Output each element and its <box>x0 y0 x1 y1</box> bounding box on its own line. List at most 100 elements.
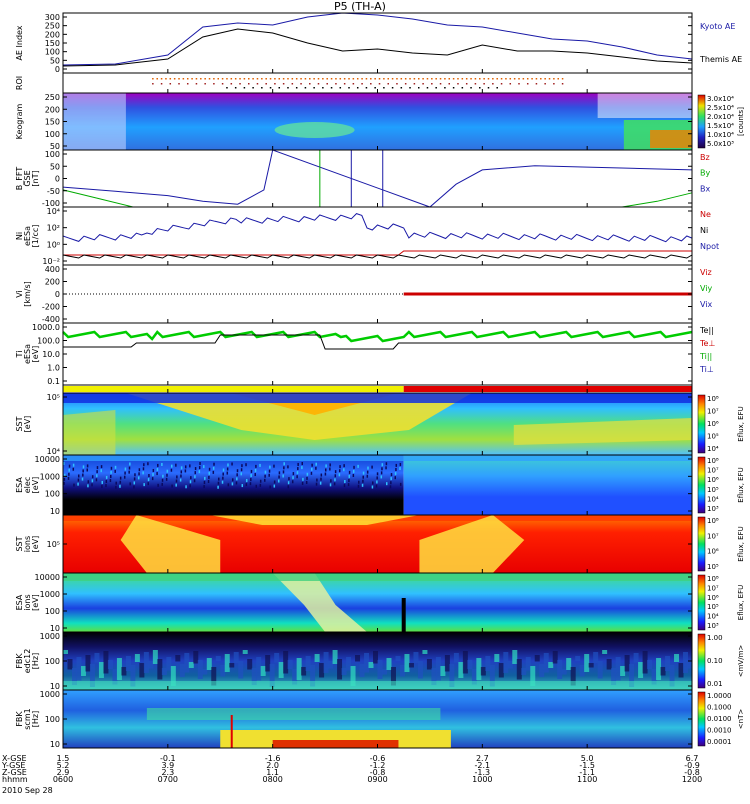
esa-electron-speckle <box>68 468 70 472</box>
ae-ytick-label: 300 <box>45 13 60 22</box>
esa-electron-speckle <box>296 471 299 475</box>
esa-electron-speckle <box>138 468 141 472</box>
roi-marker <box>269 78 272 80</box>
sst_i-ytick-label: 10⁵ <box>47 540 60 549</box>
velocity-ylabel: [km/s] <box>23 281 32 307</box>
density-ylabel: eESa <box>23 226 32 246</box>
esa-electron-speckle <box>334 474 337 478</box>
fbk_b-ylabel: FBK <box>15 711 24 727</box>
fbk-e-column <box>238 661 244 679</box>
roi-marker <box>234 87 237 89</box>
roi-marker <box>352 78 355 80</box>
footer-z-gse: -0.8 <box>370 768 386 777</box>
roi-marker <box>239 78 241 80</box>
temp-ylabel: eESa <box>23 344 32 364</box>
fbk_e-ytick-label: 10 <box>50 682 60 691</box>
esa-electron-speckle <box>241 484 244 488</box>
roi-marker <box>195 83 198 85</box>
sst_i-ylabel: SST <box>15 536 24 551</box>
roi-marker <box>160 83 163 85</box>
footer-x-gse: -1.6 <box>265 754 281 763</box>
esa-electron-speckle <box>137 476 140 480</box>
keogram-colorbar-label: 1.5x10⁴ <box>707 122 734 130</box>
esa-electron-speckle <box>255 484 258 488</box>
fbk-e-column <box>206 658 212 670</box>
fbk-e-column <box>377 660 383 679</box>
footer-time: 0800 <box>262 775 282 784</box>
esa-electron-speckle <box>151 477 154 481</box>
sst_e-ytick-label: 10⁴ <box>47 447 60 456</box>
fbk-e-column <box>390 667 396 686</box>
fbk_e-ylabel: FBK <box>15 653 24 669</box>
footer-z-gse: 1.1 <box>266 768 279 777</box>
footer-x-gse: 6.7 <box>686 754 699 763</box>
footer-y-gse: 3.9 <box>161 761 174 770</box>
esa-electron-speckle <box>339 465 341 469</box>
esa-electron-speckle <box>343 464 345 468</box>
fbk-e-column <box>220 665 226 677</box>
fbk-e-column <box>355 655 361 662</box>
esa-electron-speckle <box>184 465 187 469</box>
esa-electron-speckle <box>371 465 373 469</box>
roi-marker <box>461 87 464 89</box>
esa-ion-gap <box>401 598 406 632</box>
esa-electron-speckle <box>105 480 108 483</box>
esa-electron-speckle <box>381 463 384 467</box>
bfgm-ytick-label: 50 <box>50 162 60 171</box>
footer-x-gse: 5.0 <box>581 754 594 763</box>
ae-ytick-label: 50 <box>50 56 60 65</box>
roi-marker <box>444 78 446 80</box>
esa-electron-speckle <box>390 473 393 477</box>
esa-electron-speckle <box>348 474 351 478</box>
footer-y-gse: -1.2 <box>370 761 386 770</box>
roi-marker <box>400 78 403 80</box>
esa-electron-speckle <box>375 484 378 488</box>
roi-marker <box>426 78 429 80</box>
fbk-e-column <box>678 663 684 678</box>
esa-electron-speckle <box>277 479 280 483</box>
roi-marker <box>265 78 267 80</box>
fbk-e-column <box>107 660 113 669</box>
panel-backgrounds <box>63 93 693 748</box>
roi-marker <box>435 78 437 80</box>
fbk_b-colorbar-label: 1.0000 <box>707 692 732 700</box>
bfgm-legend-entry: By <box>700 169 710 178</box>
esa-electron-speckle <box>114 469 116 473</box>
keogram-ylabel: Keogram <box>15 103 24 139</box>
roi-marker <box>396 83 398 85</box>
fbk-e-column <box>521 668 527 675</box>
roi-marker <box>217 78 219 80</box>
density-ylabel: [1/cc] <box>31 225 40 248</box>
roi-marker <box>422 83 424 85</box>
esa-electron-speckle <box>175 479 178 483</box>
fbk-e-column <box>530 666 536 686</box>
fbk_b-colorbar-label: 0.0010 <box>707 727 732 735</box>
esa-electron-speckle <box>352 469 355 473</box>
roi-marker <box>553 78 555 80</box>
esa-electron-speckle <box>320 473 323 477</box>
bfgm-ytick-label: 0 <box>55 175 60 184</box>
esa-electron-speckle <box>176 475 178 479</box>
esa-electron-speckle <box>96 470 98 474</box>
fbk-e-column <box>620 666 626 676</box>
keogram-ytick-label: 50 <box>50 142 60 151</box>
esa-electron-speckle <box>291 480 294 484</box>
fbk-e-column <box>63 650 68 654</box>
esa-electron-speckle <box>100 465 103 469</box>
sst_i-colorbar-label: 10⁷ <box>707 532 719 540</box>
esa-electron-speckle <box>268 473 270 477</box>
fbk-e-column <box>319 663 325 678</box>
esa-electron-speckle <box>297 462 299 466</box>
esa_i-colorbar-label: 10⁶ <box>707 594 719 602</box>
esa-electron-speckle <box>179 478 182 482</box>
esa-electron-speckle <box>226 467 229 471</box>
esa-electron-speckle <box>361 483 364 487</box>
esa-electron-speckle <box>231 478 234 482</box>
sst_e-ylabel: [eV] <box>23 416 32 433</box>
roi-marker <box>208 78 211 80</box>
esa-electron-speckle <box>87 480 90 484</box>
roi-marker <box>383 78 385 80</box>
roi-marker <box>278 78 281 80</box>
roi-marker <box>387 83 389 85</box>
roi-marker <box>396 78 398 80</box>
